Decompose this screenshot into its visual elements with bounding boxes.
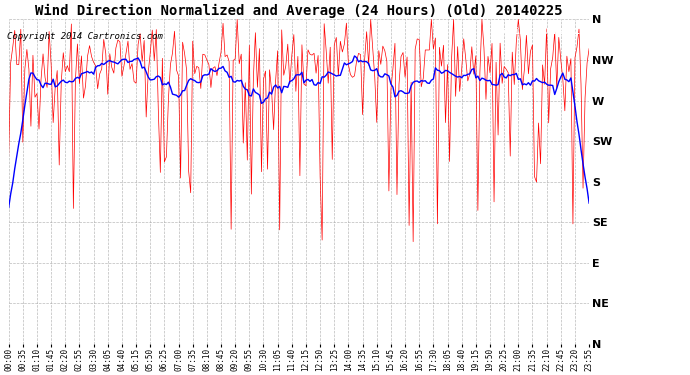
- Title: Wind Direction Normalized and Average (24 Hours) (Old) 20140225: Wind Direction Normalized and Average (2…: [35, 4, 563, 18]
- Text: Median: Median: [499, 27, 531, 36]
- Text: Direction: Direction: [542, 27, 591, 36]
- Text: Copyright 2014 Cartronics.com: Copyright 2014 Cartronics.com: [7, 32, 163, 41]
